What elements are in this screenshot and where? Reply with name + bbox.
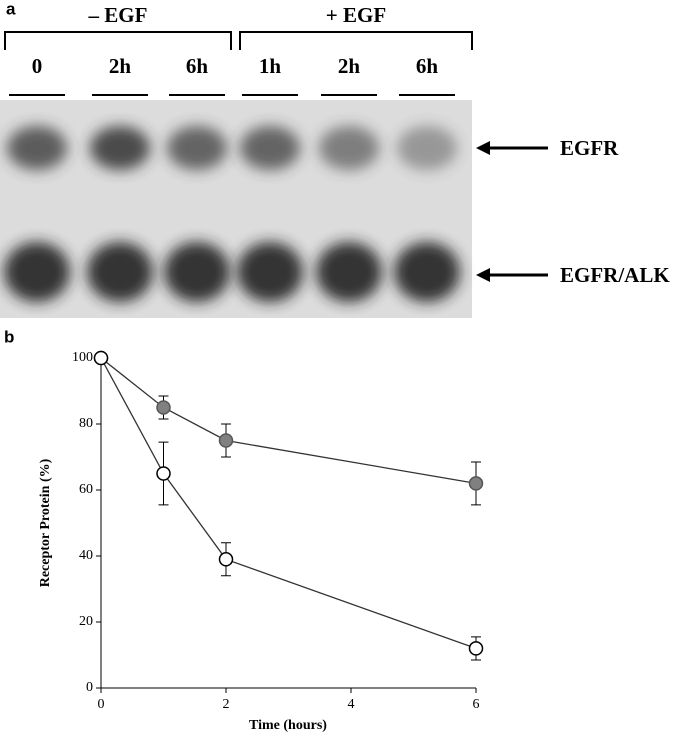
y-tick-label: 80 <box>79 416 93 431</box>
band <box>7 126 67 170</box>
panel-label: a <box>6 0 16 18</box>
marker <box>468 641 484 656</box>
band <box>167 126 227 170</box>
marker <box>156 466 171 481</box>
band <box>394 242 460 302</box>
arrow-line <box>480 146 548 277</box>
band <box>4 242 70 302</box>
blot-background <box>0 100 472 318</box>
y-tick-label: 20 <box>79 614 93 629</box>
y-tick-label: 40 <box>79 548 93 563</box>
marker <box>156 400 171 415</box>
lane-label: 6h <box>186 54 209 78</box>
marker <box>468 476 484 491</box>
row-label: EGFR <box>560 136 619 160</box>
band <box>319 126 379 170</box>
lane-label: 0 <box>32 54 43 78</box>
row-label: EGFR/ALK <box>560 263 670 287</box>
blot <box>0 100 472 318</box>
group-bracket <box>4 31 473 50</box>
marker <box>218 552 234 567</box>
lane-label: 2h <box>109 54 132 78</box>
x-tick-label: 4 <box>348 697 355 712</box>
x-tick-label: 0 <box>98 697 105 712</box>
band <box>316 242 382 302</box>
lane-label: 1h <box>259 54 282 78</box>
series-line <box>100 357 477 485</box>
panel-label: b <box>4 327 14 346</box>
band <box>397 126 457 170</box>
lane-labels: 0 2h 6h 1h 2h 6h <box>9 54 455 96</box>
band <box>240 126 300 170</box>
x-tick-label: 2 <box>223 697 230 712</box>
band <box>87 242 153 302</box>
marker <box>93 350 109 366</box>
plot: 0 20 40 60 80 100 0 2 4 6 <box>72 350 484 712</box>
marker <box>218 433 234 448</box>
y-tick-label: 100 <box>72 350 93 365</box>
band <box>237 242 303 302</box>
y-axis-title: Receptor Protein (%) <box>38 458 53 587</box>
band <box>90 126 150 170</box>
y-tick-label: 60 <box>79 482 93 497</box>
group-label: + EGF <box>326 3 386 27</box>
x-axis-title: Time (hours) <box>249 718 327 733</box>
group-label: – EGF <box>88 3 148 27</box>
lane-label: 6h <box>416 54 439 78</box>
band <box>164 242 230 302</box>
arrow-head <box>476 141 490 282</box>
series-line <box>100 357 477 650</box>
y-tick-label: 0 <box>86 680 93 695</box>
lane-label: 2h <box>338 54 361 78</box>
x-tick-label: 6 <box>473 697 480 712</box>
